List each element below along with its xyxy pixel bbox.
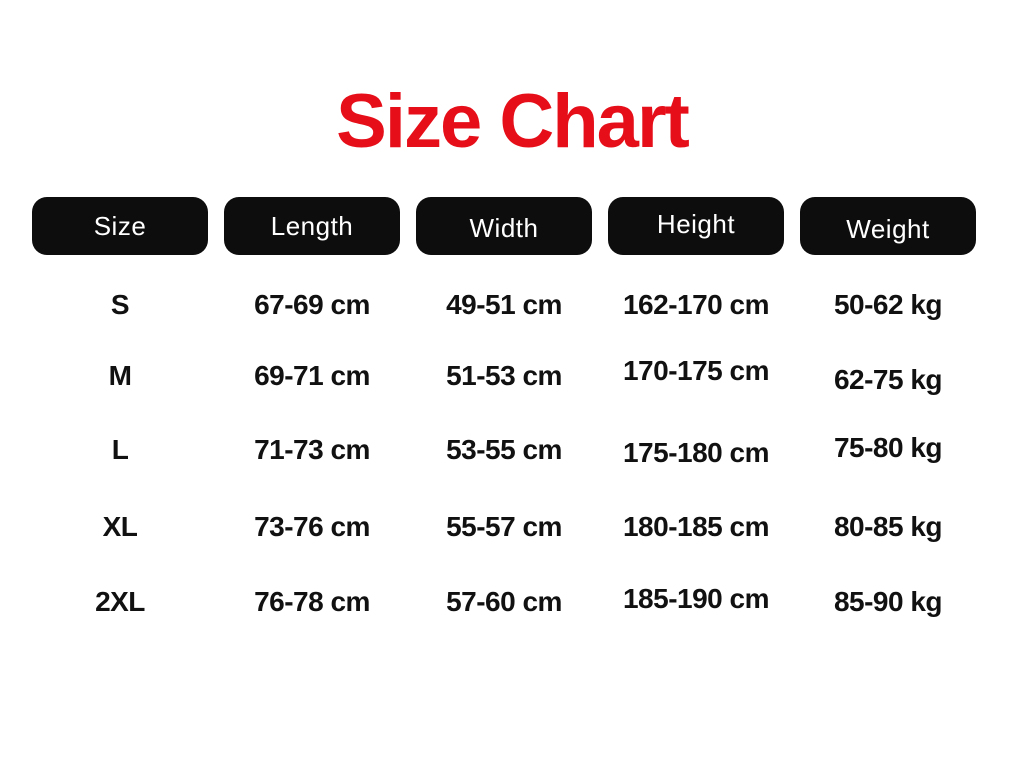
column-header-height: Height bbox=[608, 197, 784, 255]
size-table-body: S 67-69 cm 49-51 cm 162-170 cm 50-62 kg … bbox=[32, 270, 976, 639]
column-header-length: Length bbox=[224, 197, 400, 255]
cell-weight: 80-85 kg bbox=[833, 510, 943, 542]
cell-length: 71-73 cm bbox=[254, 434, 370, 465]
cell-height: 180-185 cm bbox=[622, 510, 770, 542]
table-header-row: Size Length Width Height Weight bbox=[32, 197, 976, 255]
column-header-width: Width bbox=[416, 197, 592, 255]
column-header-length-label: Length bbox=[270, 210, 354, 241]
cell-width: 49-51 cm bbox=[446, 289, 562, 320]
cell-height: 170-175 cm bbox=[622, 355, 770, 386]
cell-width: 51-53 cm bbox=[446, 360, 562, 391]
cell-length: 73-76 cm bbox=[254, 510, 370, 542]
table-row-l: L 71-73 cm 53-55 cm 175-180 cm 75-80 kg bbox=[32, 412, 976, 488]
column-header-weight: Weight bbox=[800, 197, 976, 255]
cell-width: 53-55 cm bbox=[446, 434, 562, 465]
cell-size: S bbox=[110, 289, 130, 320]
column-header-height-label: Height bbox=[656, 208, 736, 239]
cell-height: 185-190 cm bbox=[622, 583, 770, 614]
cell-weight: 50-62 kg bbox=[833, 289, 943, 320]
cell-width: 57-60 cm bbox=[446, 586, 562, 617]
cell-height: 175-180 cm bbox=[622, 437, 770, 468]
cell-width: 55-57 cm bbox=[446, 510, 562, 542]
cell-length: 69-71 cm bbox=[254, 360, 370, 391]
cell-size: M bbox=[108, 360, 132, 391]
page-title: Size Chart bbox=[336, 79, 690, 164]
cell-weight: 75-80 kg bbox=[833, 432, 943, 463]
table-row-s: S 67-69 cm 49-51 cm 162-170 cm 50-62 kg bbox=[32, 270, 976, 340]
cell-height: 162-170 cm bbox=[622, 289, 770, 320]
column-header-size: Size bbox=[32, 197, 208, 255]
cell-length: 76-78 cm bbox=[254, 586, 370, 617]
cell-size: L bbox=[111, 434, 129, 465]
cell-weight: 62-75 kg bbox=[833, 364, 943, 395]
table-row-m: M 69-71 cm 51-53 cm 170-175 cm 62-75 kg bbox=[32, 340, 976, 412]
table-row-2xl: 2XL 76-78 cm 57-60 cm 185-190 cm 85-90 k… bbox=[32, 565, 976, 639]
cell-weight: 85-90 kg bbox=[833, 586, 943, 617]
table-row-xl: XL 73-76 cm 55-57 cm 180-185 cm 80-85 kg bbox=[32, 488, 976, 565]
cell-size: XL bbox=[102, 510, 138, 542]
cell-length: 67-69 cm bbox=[254, 289, 370, 320]
column-header-weight-label: Weight bbox=[846, 213, 930, 244]
column-header-size-label: Size bbox=[93, 210, 147, 241]
cell-size: 2XL bbox=[95, 586, 145, 617]
column-header-width-label: Width bbox=[469, 212, 539, 243]
